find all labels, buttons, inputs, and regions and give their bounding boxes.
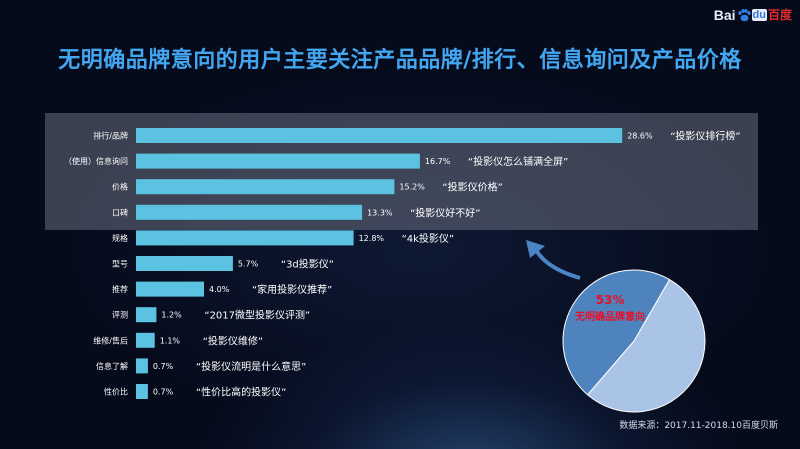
value-label: 4.0%: [209, 285, 230, 294]
pie-chart: 53% 无明确品牌意向: [562, 269, 706, 413]
category-label: 维修/售后: [93, 335, 128, 345]
value-label: 1.1%: [160, 336, 181, 345]
category-label: 口碑: [112, 207, 128, 217]
bar: [136, 128, 623, 143]
category-label: 性价比: [104, 387, 128, 397]
paw-icon: [737, 8, 751, 22]
keyword-label: “投影仪维修”: [203, 334, 263, 347]
category-label: 排行/品牌: [93, 131, 128, 141]
category-label: 推荐: [112, 284, 128, 294]
value-label: 12.8%: [359, 234, 385, 243]
bar: [136, 358, 148, 374]
keyword-label: “4k投影仪”: [402, 232, 455, 245]
value-label: 13.3%: [367, 208, 393, 217]
category-label: 信息了解: [96, 361, 128, 371]
arrow-connector: [526, 240, 581, 280]
pie-caption-label: 无明确品牌意向: [574, 310, 645, 323]
value-label: 16.7%: [425, 157, 451, 166]
arrow-head-icon: [526, 240, 545, 258]
keyword-label: “性价比高的投影仪”: [196, 386, 286, 399]
bar: [136, 204, 363, 220]
value-label: 28.6%: [627, 132, 653, 141]
logo-text-du: du: [751, 8, 767, 21]
bar: [136, 332, 155, 348]
category-label: 型号: [112, 260, 128, 269]
pie-slice-major: [586, 278, 706, 413]
bar: [136, 230, 354, 246]
keyword-label: “3d投影仪”: [281, 258, 334, 271]
keyword-label: “家用投影仪推荐”: [252, 283, 332, 296]
data-source: 数据来源：2017.11-2018.10百度贝斯: [619, 421, 778, 431]
value-label: 0.7%: [153, 388, 174, 397]
keyword-label: “投影仪好不好”: [410, 206, 480, 219]
page-title: 无明确品牌意向的用户主要关注产品品牌/排行、信息询问及产品价格: [58, 48, 742, 73]
value-label: 5.7%: [238, 260, 259, 269]
pie-slice-minor: [562, 269, 671, 396]
value-label: 0.7%: [153, 362, 174, 371]
category-label: （使用）信息询问: [64, 156, 128, 166]
value-label: 1.2%: [161, 311, 182, 320]
category-label: 规格: [112, 233, 128, 243]
keyword-label: “投影仪价格”: [442, 181, 502, 194]
keyword-label: “投影仪流明是什么意思”: [196, 360, 306, 373]
keyword-label: “投影仪排行榜”: [670, 130, 740, 143]
logo-text-cn: 百度: [767, 8, 792, 22]
baidu-logo: Bai du 百度: [714, 6, 792, 23]
value-label: 15.2%: [399, 183, 425, 192]
bar: [136, 384, 148, 399]
bars-group: 排行/品牌 28.6% “投影仪排行榜” （使用）信息询问 16.7% “投影仪怎么铺满全…: [64, 128, 741, 399]
bar: [136, 256, 233, 271]
keyword-label: “投影仪怎么铺满全屏”: [468, 155, 568, 168]
bar: [136, 281, 204, 297]
category-label: 评测: [112, 311, 128, 320]
logo-text-bai: Bai: [713, 6, 736, 23]
bar: [136, 179, 395, 195]
category-label: 价格: [112, 182, 128, 192]
bar: [136, 307, 157, 323]
bar: [136, 153, 420, 169]
keyword-label: “2017微型投影仪评测”: [204, 309, 310, 322]
pie-percent-label: 53%: [596, 293, 625, 307]
